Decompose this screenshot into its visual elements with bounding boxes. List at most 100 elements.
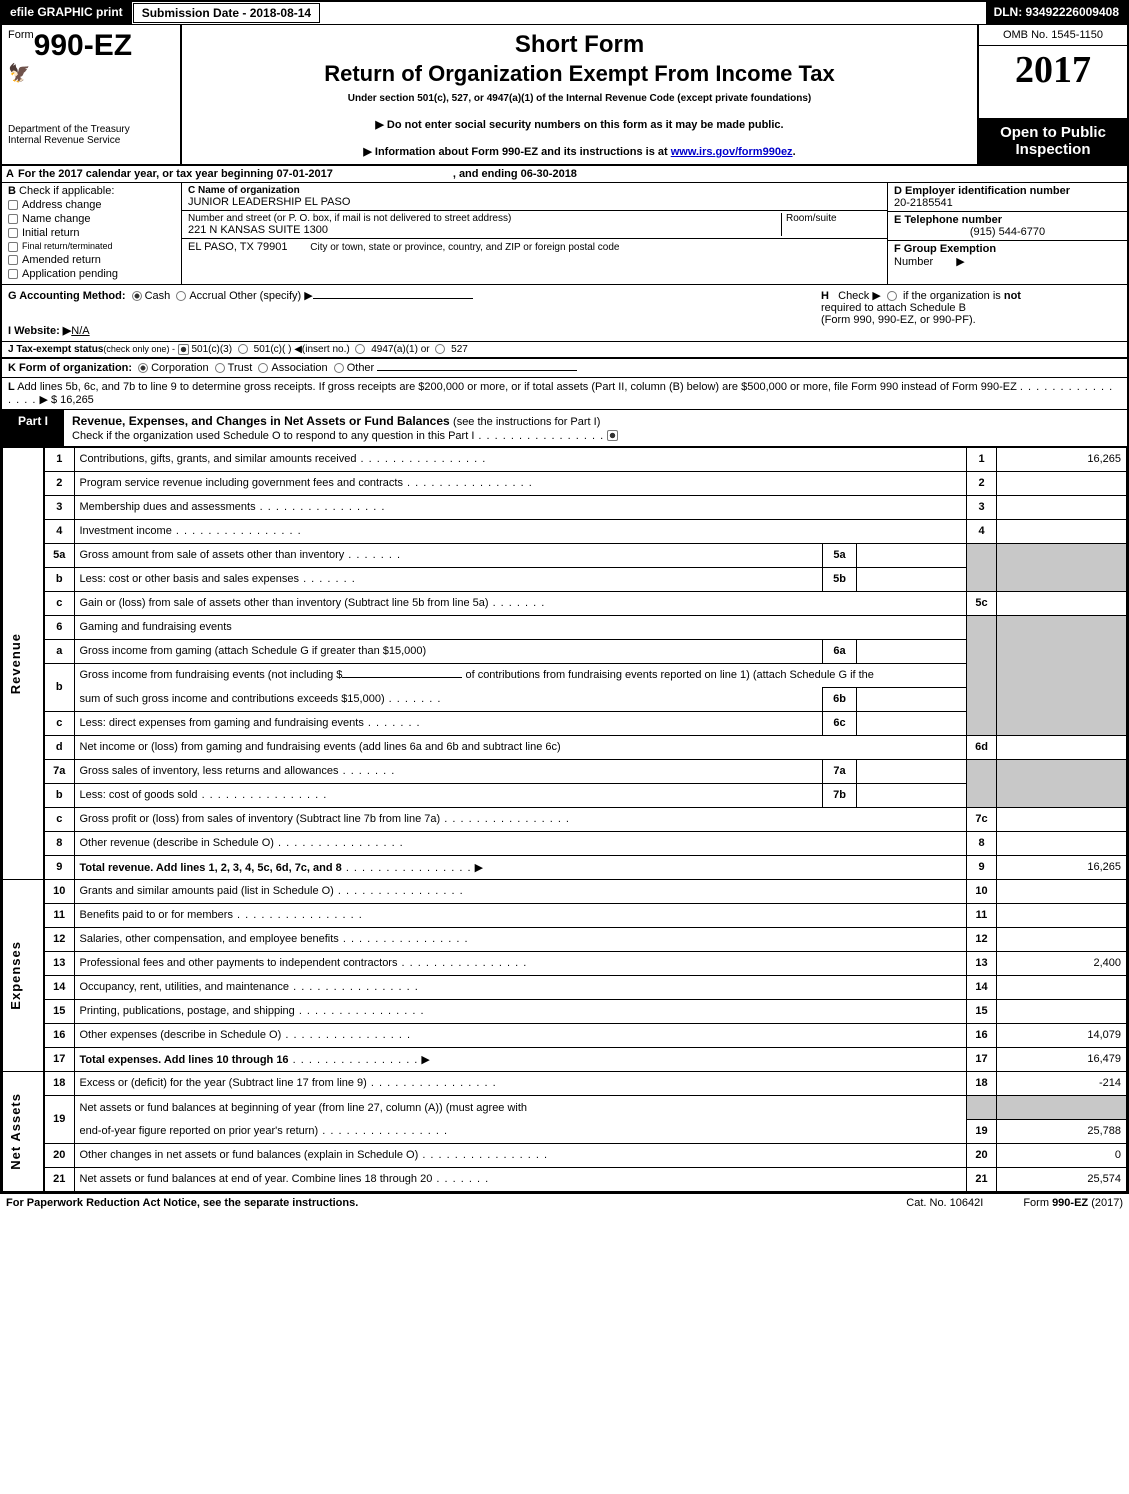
row-7c: c Gross profit or (loss) from sales of i… xyxy=(3,807,1127,831)
form-number-cell: Form990-EZ 🦅 Department of the Treasury … xyxy=(2,25,182,164)
part1-title: Revenue, Expenses, and Changes in Net As… xyxy=(64,410,1127,446)
chk-initial-return[interactable]: Initial return xyxy=(8,227,175,239)
box-c: C Name of organization JUNIOR LEADERSHIP… xyxy=(182,183,887,284)
right-column: OMB No. 1545-1150 2017 Open to Public In… xyxy=(977,25,1127,164)
open-line2: Inspection xyxy=(983,141,1123,158)
e-label: E Telephone number xyxy=(894,214,1121,226)
city-val: EL PASO, TX 79901 xyxy=(188,241,287,253)
footer-right: Form 990-EZ (2017) xyxy=(1023,1197,1123,1209)
tax-year: 2017 xyxy=(979,46,1127,118)
g-left: G Accounting Method: Cash Accrual Other … xyxy=(8,289,821,337)
radio-accrual[interactable] xyxy=(176,291,186,301)
row-12: 12 Salaries, other compensation, and emp… xyxy=(3,927,1127,951)
expenses-side-label: Expenses xyxy=(3,879,45,1071)
chk-final-return[interactable]: Final return/terminated xyxy=(8,241,175,252)
j-row: J Tax-exempt status(check only one) - 50… xyxy=(2,342,1127,359)
row-7b: b Less: cost of goods sold 7b xyxy=(3,783,1127,807)
info-link[interactable]: www.irs.gov/form990ez xyxy=(671,146,793,158)
ssn-warning: ▶ Do not enter social security numbers o… xyxy=(192,118,967,131)
chk-527[interactable] xyxy=(435,344,445,354)
chk-amended-return[interactable]: Amended return xyxy=(8,254,175,266)
radio-other[interactable] xyxy=(334,363,344,373)
row-5c: c Gain or (loss) from sale of assets oth… xyxy=(3,591,1127,615)
e-val: (915) 544-6770 xyxy=(894,226,1121,238)
gh-block: G Accounting Method: Cash Accrual Other … xyxy=(2,285,1127,342)
return-title: Return of Organization Exempt From Incom… xyxy=(192,61,967,87)
part1-checkline: Check if the organization used Schedule … xyxy=(72,430,618,442)
row-6b-2: sum of such gross income and contributio… xyxy=(3,687,1127,711)
val-13: 2,400 xyxy=(997,951,1127,975)
part1-label: Part I xyxy=(2,410,64,446)
k-label: K Form of organization: xyxy=(8,362,132,374)
row-6a: a Gross income from gaming (attach Sched… xyxy=(3,639,1127,663)
e-row: E Telephone number (915) 544-6770 xyxy=(888,212,1127,241)
row-6c: c Less: direct expenses from gaming and … xyxy=(3,711,1127,735)
row-5a: 5a Gross amount from sale of assets othe… xyxy=(3,543,1127,567)
radio-cash[interactable] xyxy=(132,291,142,301)
g-other: Other (specify) ▶ xyxy=(229,290,313,302)
h-text2: if the organization is xyxy=(903,290,1001,302)
row-9: 9 Total revenue. Add lines 1, 2, 3, 4, 5… xyxy=(3,855,1127,879)
schedule-o-checkbox[interactable] xyxy=(607,430,618,441)
c-name-row: C Name of organization JUNIOR LEADERSHIP… xyxy=(182,183,887,211)
val-17: 16,479 xyxy=(997,1047,1127,1071)
i-label: I Website: ▶ xyxy=(8,325,71,337)
chk-501c[interactable] xyxy=(238,344,248,354)
form-number: 990-EZ xyxy=(34,29,132,62)
short-form-title: Short Form xyxy=(192,31,967,59)
row-6d: d Net income or (loss) from gaming and f… xyxy=(3,735,1127,759)
dept-line1: Department of the Treasury xyxy=(8,124,174,135)
chk-application-pending[interactable]: Application pending xyxy=(8,268,175,280)
h-text4: (Form 990, 990-EZ, or 990-PF). xyxy=(821,314,976,326)
h-check: Check ▶ xyxy=(838,290,881,302)
row-6b-1: b Gross income from fundraising events (… xyxy=(3,663,1127,687)
h-text3: required to attach Schedule B xyxy=(821,302,966,314)
treasury-dept: Department of the Treasury Internal Reve… xyxy=(8,124,174,146)
d-val: 20-2185541 xyxy=(894,197,1121,209)
chk-4947[interactable] xyxy=(355,344,365,354)
footer-left: For Paperwork Reduction Act Notice, see … xyxy=(6,1197,906,1209)
l-text: Add lines 5b, 6c, and 7b to line 9 to de… xyxy=(17,381,1017,393)
row-16: 16 Other expenses (describe in Schedule … xyxy=(3,1023,1127,1047)
f-label: F Group Exemption xyxy=(894,243,996,255)
j-label: J Tax-exempt status xyxy=(8,344,103,355)
radio-trust[interactable] xyxy=(215,363,225,373)
top-spacer xyxy=(321,2,985,24)
lines-table: Revenue 1 Contributions, gifts, grants, … xyxy=(2,447,1127,1192)
row-3: 3 Membership dues and assessments 3 xyxy=(3,495,1127,519)
val-20: 0 xyxy=(997,1143,1127,1167)
chk-address-change[interactable]: Address change xyxy=(8,199,175,211)
val-1: 16,265 xyxy=(997,447,1127,471)
footer-mid: Cat. No. 10642I xyxy=(906,1197,983,1209)
d-label: D Employer identification number xyxy=(894,185,1121,197)
row-8: 8 Other revenue (describe in Schedule O)… xyxy=(3,831,1127,855)
row-17: 17 Total expenses. Add lines 10 through … xyxy=(3,1047,1127,1071)
row-6: 6 Gaming and fundraising events xyxy=(3,615,1127,639)
open-to-public: Open to Public Inspection xyxy=(979,118,1127,164)
dept-line2: Internal Revenue Service xyxy=(8,135,174,146)
open-line1: Open to Public xyxy=(983,124,1123,141)
irs-eagle-icon: 🦅 xyxy=(8,63,174,84)
row-13: 13 Professional fees and other payments … xyxy=(3,951,1127,975)
l-label: L xyxy=(8,381,15,393)
chk-501c3[interactable] xyxy=(178,344,189,355)
org-name: JUNIOR LEADERSHIP EL PASO xyxy=(188,196,881,208)
efile-print-button[interactable]: efile GRAPHIC print xyxy=(2,2,132,24)
l-val: ▶ $ 16,265 xyxy=(39,394,93,406)
street-label: Number and street (or P. O. box, if mail… xyxy=(188,213,781,224)
row-19b: end-of-year figure reported on prior yea… xyxy=(3,1119,1127,1143)
f-label2: Number xyxy=(894,256,933,268)
val-19: 25,788 xyxy=(997,1119,1127,1143)
h-checkbox[interactable] xyxy=(887,291,897,301)
b-check-label: Check if applicable: xyxy=(19,185,114,197)
chk-name-change[interactable]: Name change xyxy=(8,213,175,225)
row-18: Net Assets 18 Excess or (deficit) for th… xyxy=(3,1071,1127,1095)
radio-assoc[interactable] xyxy=(258,363,268,373)
row-20: 20 Other changes in net assets or fund b… xyxy=(3,1143,1127,1167)
c-street-row: Number and street (or P. O. box, if mail… xyxy=(182,211,887,239)
row-1: Revenue 1 Contributions, gifts, grants, … xyxy=(3,447,1127,471)
under-section: Under section 501(c), 527, or 4947(a)(1)… xyxy=(192,93,967,104)
radio-corp[interactable] xyxy=(138,363,148,373)
row-10: Expenses 10 Grants and similar amounts p… xyxy=(3,879,1127,903)
omb-number: OMB No. 1545-1150 xyxy=(979,25,1127,46)
